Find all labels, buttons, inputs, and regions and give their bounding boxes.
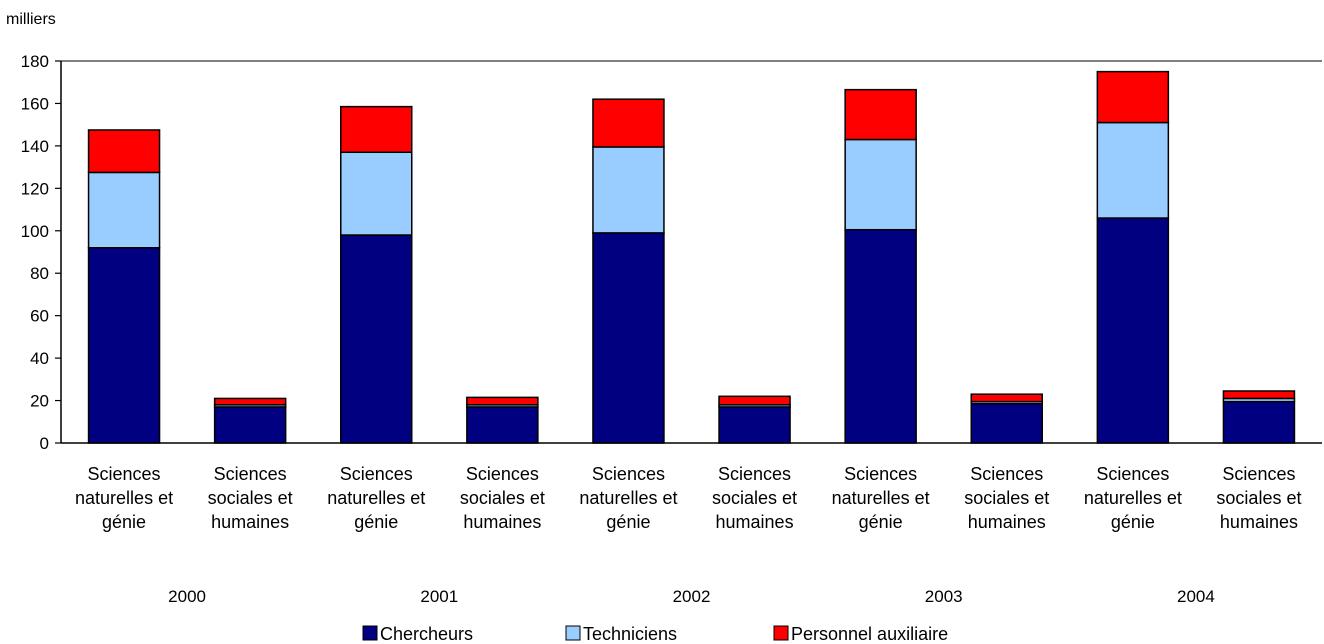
y-tick-label: 20 — [30, 392, 49, 411]
category-label: Sciences sociales et humaines — [712, 464, 797, 532]
legend-swatch — [773, 625, 789, 641]
bar-segment-chercheurs — [340, 234, 413, 444]
y-tick-label: 160 — [21, 94, 49, 113]
legend-swatch — [565, 625, 581, 641]
year-label: 2003 — [925, 587, 963, 606]
bar-segment-personnel-auxiliaire — [592, 98, 665, 148]
bar-segment-techniciens — [340, 151, 413, 236]
legend: Chercheurs Techniciens Personnel auxiliair… — [362, 624, 948, 644]
bar-segment-chercheurs — [1096, 217, 1170, 444]
bar-segment-chercheurs — [970, 402, 1043, 444]
bar-segment-techniciens — [844, 138, 917, 231]
legend-label: Chercheurs — [380, 624, 473, 644]
y-tick-label: 120 — [21, 179, 49, 198]
bar-segment-chercheurs — [466, 406, 539, 444]
bar-segment-techniciens — [87, 171, 161, 249]
category-label: Sciences naturelles et génie — [75, 464, 173, 532]
year-label: 2004 — [1177, 587, 1215, 606]
bar-segment-personnel-auxiliaire — [213, 397, 287, 406]
year-label: 2001 — [420, 587, 458, 606]
bar-segment-chercheurs — [844, 228, 917, 444]
bar-segment-personnel-auxiliaire — [87, 129, 161, 174]
y-tick-label: 40 — [30, 349, 49, 368]
bar-segment-chercheurs — [592, 232, 665, 444]
bars — [87, 70, 1296, 444]
y-tick-label: 60 — [30, 307, 49, 326]
y-tick-label: 100 — [21, 222, 49, 241]
bar-segment-personnel-auxiliaire — [1222, 390, 1296, 400]
bar-segment-personnel-auxiliaire — [844, 88, 917, 141]
y-tick-label: 0 — [40, 434, 49, 453]
bar-segment-techniciens — [592, 146, 665, 234]
y-axis-ticks: 0 20 40 60 80 100 120 140 160 180 — [21, 52, 61, 453]
bar-segment-personnel-auxiliaire — [1096, 70, 1170, 124]
year-labels: 2000 2001 2002 2003 2004 — [168, 587, 1215, 606]
bar-segment-personnel-auxiliaire — [340, 105, 413, 154]
y-tick-label: 180 — [21, 52, 49, 71]
category-label: Sciences sociales et humaines — [1216, 464, 1301, 532]
category-label: Sciences sociales et humaines — [964, 464, 1049, 532]
bar-segment-personnel-auxiliaire — [970, 393, 1043, 403]
bar-segment-chercheurs — [87, 247, 161, 444]
bar-segment-personnel-auxiliaire — [466, 396, 539, 406]
category-label: Sciences sociales et humaines — [460, 464, 545, 532]
category-label: Sciences naturelles et génie — [579, 464, 677, 532]
bar-segment-personnel-auxiliaire — [718, 395, 791, 406]
bar-segment-chercheurs — [213, 406, 287, 444]
year-label: 2000 — [168, 587, 206, 606]
legend-label: Techniciens — [583, 624, 677, 644]
category-label: Sciences naturelles et génie — [327, 464, 425, 532]
y-tick-label: 80 — [30, 264, 49, 283]
bar-segment-techniciens — [1096, 121, 1170, 219]
category-label: Sciences naturelles et génie — [832, 464, 930, 532]
category-label: Sciences sociales et humaines — [208, 464, 293, 532]
category-labels: Sciences naturelles et génie Sciences social… — [75, 464, 1301, 532]
legend-swatch — [362, 625, 378, 641]
legend-label: Personnel auxiliaire — [791, 624, 948, 644]
bar-segment-chercheurs — [1222, 400, 1296, 444]
year-label: 2002 — [673, 587, 711, 606]
category-label: Sciences naturelles et génie — [1084, 464, 1182, 532]
y-unit-label: milliers — [6, 11, 56, 28]
bar-segment-chercheurs — [718, 406, 791, 444]
y-tick-label: 140 — [21, 137, 49, 156]
